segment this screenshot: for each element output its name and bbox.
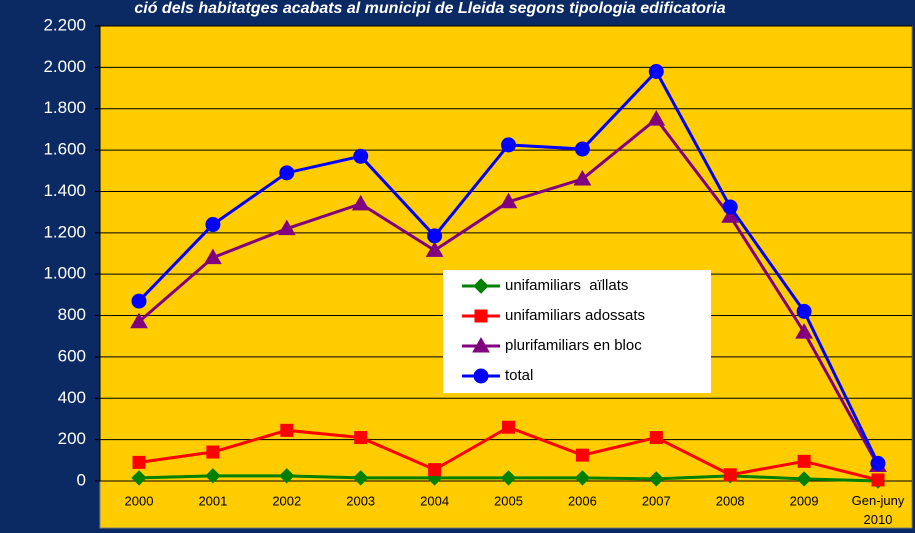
legend-label: unifamiliars aïllats [505, 277, 628, 294]
y-tick-label: 600 [58, 346, 86, 365]
marker [574, 470, 591, 486]
marker [871, 473, 885, 487]
x-tick-label: 2003 [346, 493, 375, 508]
marker [353, 148, 369, 164]
marker [205, 217, 221, 233]
y-tick-label: 2.000 [43, 57, 86, 76]
marker [500, 470, 517, 486]
marker [648, 64, 664, 79]
x-tick-label: 2009 [790, 493, 819, 508]
marker [647, 110, 666, 126]
marker [473, 368, 489, 384]
marker [501, 137, 516, 153]
marker [499, 192, 518, 209]
marker [473, 278, 489, 294]
marker [351, 194, 370, 211]
marker [574, 141, 590, 157]
legend-label: total [505, 367, 533, 384]
legend-box [443, 270, 711, 393]
marker [352, 470, 369, 486]
x-tick-label: 2001 [198, 493, 227, 508]
x-tick-label: 2008 [716, 493, 745, 508]
legend: unifamiliars aïllats unifamiliars adossat… [443, 270, 711, 393]
y-tick-label: 1.800 [43, 98, 86, 117]
x-tick-label: 2006 [568, 493, 597, 508]
legend-label: unifamiliars adossats [505, 307, 645, 324]
marker [795, 323, 813, 339]
marker [279, 468, 295, 484]
y-tick-label: 0 [77, 470, 86, 489]
legend-label: plurifamiliars en bloc [505, 337, 642, 354]
x-tick-label: 2002 [272, 493, 301, 508]
marker [205, 468, 221, 484]
marker [280, 423, 294, 437]
x-tick-label: Gen-juny 2010 [852, 493, 905, 527]
marker [723, 468, 737, 482]
marker [428, 463, 442, 477]
marker [474, 309, 488, 323]
marker [573, 170, 592, 186]
marker [277, 219, 296, 236]
y-tick-label: 2.200 [43, 15, 86, 34]
y-tick-label: 1.000 [43, 264, 86, 283]
marker [797, 454, 811, 468]
marker [131, 470, 147, 486]
y-tick-label: 1.200 [43, 222, 86, 241]
marker [649, 431, 663, 445]
marker [425, 241, 444, 257]
x-tick-label: 2000 [125, 493, 154, 508]
x-tick-label: 2005 [494, 493, 523, 508]
y-tick-label: 200 [58, 429, 86, 448]
marker [796, 303, 812, 319]
marker [130, 312, 148, 329]
marker [870, 455, 886, 471]
x-tick-label: 2004 [420, 493, 449, 508]
marker [427, 228, 443, 244]
x-tick-label: 2007 [642, 493, 671, 508]
marker [279, 165, 295, 181]
chart-title: ció dels habitatges acabats al municipi … [134, 0, 725, 17]
marker [354, 431, 368, 445]
marker [721, 207, 740, 223]
y-tick-label: 1.600 [43, 140, 86, 159]
marker [796, 471, 812, 487]
marker [132, 455, 146, 469]
marker [722, 199, 738, 215]
y-tick-label: 400 [58, 388, 86, 407]
marker [575, 448, 589, 462]
marker [648, 471, 665, 487]
y-tick-label: 800 [58, 305, 86, 324]
y-tick-label: 1.400 [43, 181, 86, 200]
marker [472, 336, 490, 353]
marker [204, 248, 222, 265]
marker [502, 420, 515, 434]
marker [131, 293, 147, 309]
marker [206, 445, 220, 459]
